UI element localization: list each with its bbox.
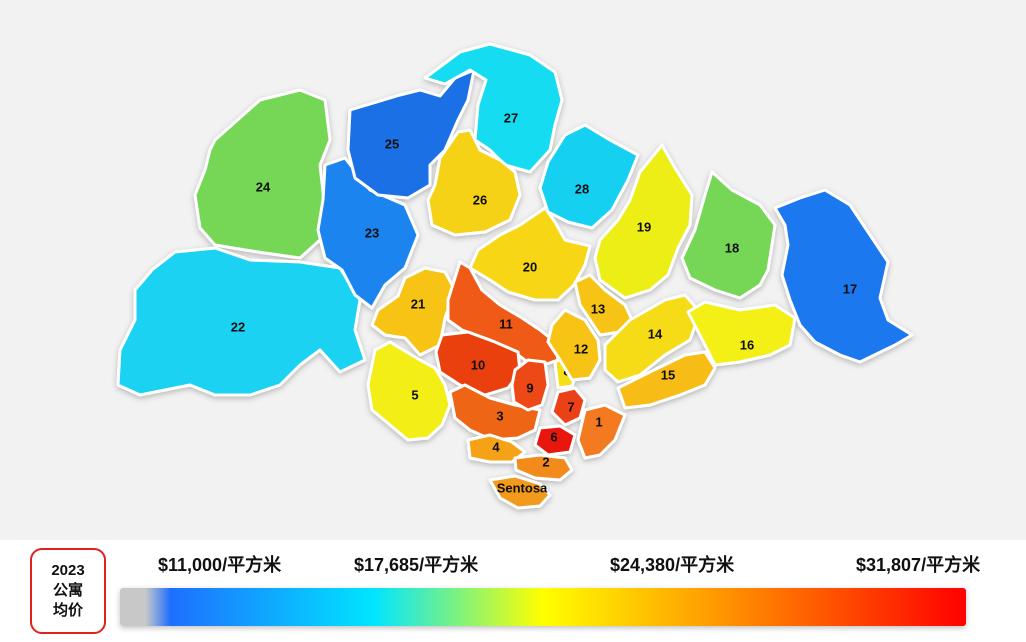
district-26[interactable]: 26 [426, 128, 522, 237]
district-3-label: 3 [496, 408, 503, 423]
district-6-shape [533, 424, 577, 457]
district-19-label: 19 [637, 219, 651, 234]
district-26-label: 26 [473, 192, 487, 207]
district-18-shape [680, 170, 777, 300]
legend-title-box: 2023 公寓 均价 [30, 548, 106, 634]
district-26-shape [426, 128, 522, 237]
district-12-label: 12 [574, 341, 588, 356]
district-19-shape [593, 143, 694, 300]
district-7-shape [550, 386, 587, 427]
district-5-label: 5 [411, 387, 418, 402]
district-19[interactable]: 19 [593, 143, 694, 300]
district-24-label: 24 [256, 179, 271, 194]
district-9-label: 9 [526, 380, 533, 395]
district-1-label: 1 [595, 414, 602, 429]
district-14-label: 14 [648, 326, 663, 341]
district-28-label: 28 [575, 181, 589, 196]
district-21[interactable]: 21 [370, 266, 457, 357]
district-20[interactable]: 20 [468, 206, 592, 302]
district-17[interactable]: 17 [773, 188, 914, 364]
district-14-shape [603, 293, 702, 384]
district-22-label: 22 [231, 319, 245, 334]
color-scale-bar [120, 588, 966, 626]
district-27-shape [423, 42, 564, 174]
map-svg: 22 24 23 25 27 [116, 42, 914, 510]
district-5-shape [366, 340, 452, 442]
district-24[interactable]: 24 [193, 88, 332, 260]
district-3[interactable]: 3 [448, 383, 542, 442]
district-15[interactable]: 15 [616, 350, 717, 410]
legend-tick-min: $11,000/平方米 [158, 555, 282, 575]
district-7-label: 7 [567, 399, 574, 414]
district-21-shape [370, 266, 457, 357]
district-sentosa-label: Sentosa [497, 480, 548, 495]
district-sentosa[interactable]: Sentosa [488, 474, 552, 510]
district-27[interactable]: 27 [423, 42, 564, 174]
district-28[interactable]: 28 [538, 123, 640, 230]
district-15-label: 15 [661, 367, 675, 382]
district-25-label: 25 [385, 136, 399, 151]
district-10-shape [434, 330, 522, 397]
district-2[interactable]: 2 [513, 453, 574, 482]
legend-tick-max: $31,807/平方米 [856, 555, 981, 575]
district-22[interactable]: 22 [116, 246, 367, 397]
legend-title-line2: 公寓 [52, 582, 83, 599]
district-5[interactable]: 5 [366, 340, 452, 442]
legend-title-line3: 均价 [52, 602, 83, 619]
district-6[interactable]: 6 [533, 424, 577, 457]
district-18-label: 18 [725, 240, 739, 255]
legend-tick-2: $17,685/平方米 [354, 555, 479, 575]
district-3-shape [448, 383, 542, 442]
district-10-label: 10 [471, 357, 485, 372]
district-18[interactable]: 18 [680, 170, 777, 300]
district-9[interactable]: 9 [510, 358, 550, 412]
district-27-label: 27 [504, 110, 518, 125]
district-21-label: 21 [411, 296, 425, 311]
singapore-district-map: 22 24 23 25 27 [0, 0, 1026, 540]
district-1-shape [576, 403, 627, 460]
district-sentosa-shape [488, 474, 552, 510]
district-15-shape [616, 350, 717, 410]
district-1[interactable]: 1 [576, 403, 627, 460]
district-24-shape [193, 88, 332, 260]
district-25-shape [346, 68, 476, 200]
district-28-shape [538, 123, 640, 230]
district-17-shape [773, 188, 914, 364]
district-17-label: 17 [843, 281, 857, 296]
district-14[interactable]: 14 [603, 293, 702, 384]
district-16-label: 16 [740, 337, 754, 352]
district-25[interactable]: 25 [346, 68, 476, 200]
district-7[interactable]: 7 [550, 386, 587, 427]
district-23-label: 23 [365, 225, 379, 240]
district-10[interactable]: 10 [434, 330, 522, 397]
legend-title-year: 2023 [51, 562, 85, 579]
district-13-label: 13 [591, 301, 605, 316]
district-20-shape [468, 206, 592, 302]
district-2-label: 2 [542, 454, 549, 469]
district-20-label: 20 [523, 259, 537, 274]
district-22-shape [116, 246, 367, 397]
district-6-label: 6 [550, 429, 557, 444]
district-4-label: 4 [492, 439, 500, 454]
district-2-shape [513, 453, 574, 482]
district-12[interactable]: 12 [546, 308, 602, 382]
district-16[interactable]: 16 [686, 300, 797, 367]
district-9-shape [510, 358, 550, 412]
legend-tick-3: $24,380/平方米 [610, 555, 735, 575]
district-12-shape [546, 308, 602, 382]
district-16-shape [686, 300, 797, 367]
district-11-label: 11 [499, 316, 513, 331]
